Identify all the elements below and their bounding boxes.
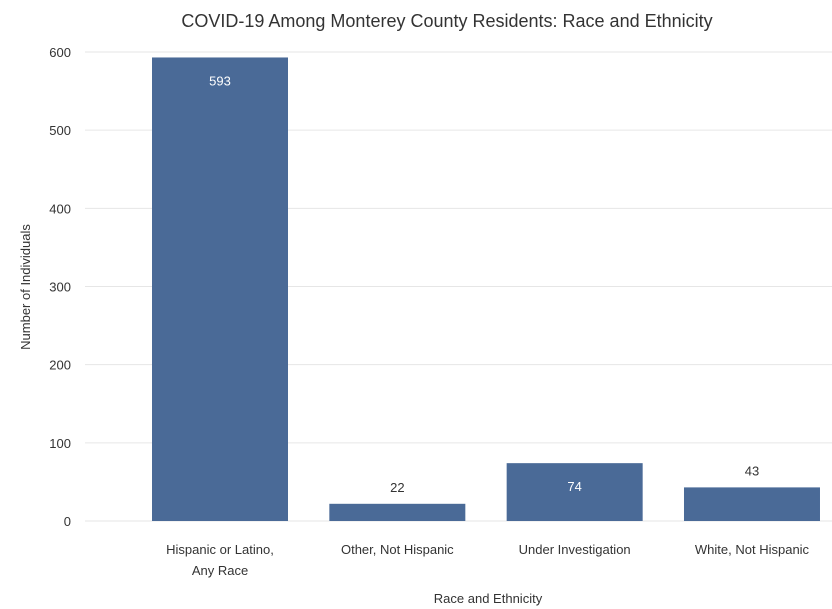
bar: [329, 503, 466, 521]
data-label: 593: [209, 73, 231, 88]
x-tick-label: Other, Not Hispanic: [341, 542, 454, 557]
y-tick-label: 600: [49, 45, 71, 60]
x-axis-ticks: Hispanic or Latino, Any Race Other, Not Hi…: [166, 542, 809, 578]
y-tick-label: 100: [49, 436, 71, 451]
x-tick-label: Hispanic or Latino, Any Race: [166, 542, 274, 578]
y-tick-label: 200: [49, 358, 71, 373]
y-tick-label: 500: [49, 123, 71, 138]
y-tick-label: 300: [49, 280, 71, 295]
bars: [152, 57, 820, 521]
x-tick-label: Under Investigation: [519, 542, 631, 557]
data-label: 43: [745, 463, 759, 478]
bar: [683, 487, 820, 521]
y-axis-label: Number of Individuals: [18, 224, 33, 350]
bar: [506, 463, 643, 521]
y-tick-label: 400: [49, 201, 71, 216]
x-axis-label: Race and Ethnicity: [434, 591, 543, 606]
data-labels: 593 22 74 43: [209, 73, 759, 494]
x-tick-label: White, Not Hispanic: [695, 542, 810, 557]
y-tick-label: 0: [64, 514, 71, 529]
chart-title: COVID-19 Among Monterey County Residents…: [181, 11, 712, 31]
y-axis-ticks: 0 100 200 300 400 500 600: [49, 45, 71, 529]
data-label: 74: [567, 479, 581, 494]
bar: [152, 57, 288, 521]
data-label: 22: [390, 480, 404, 495]
